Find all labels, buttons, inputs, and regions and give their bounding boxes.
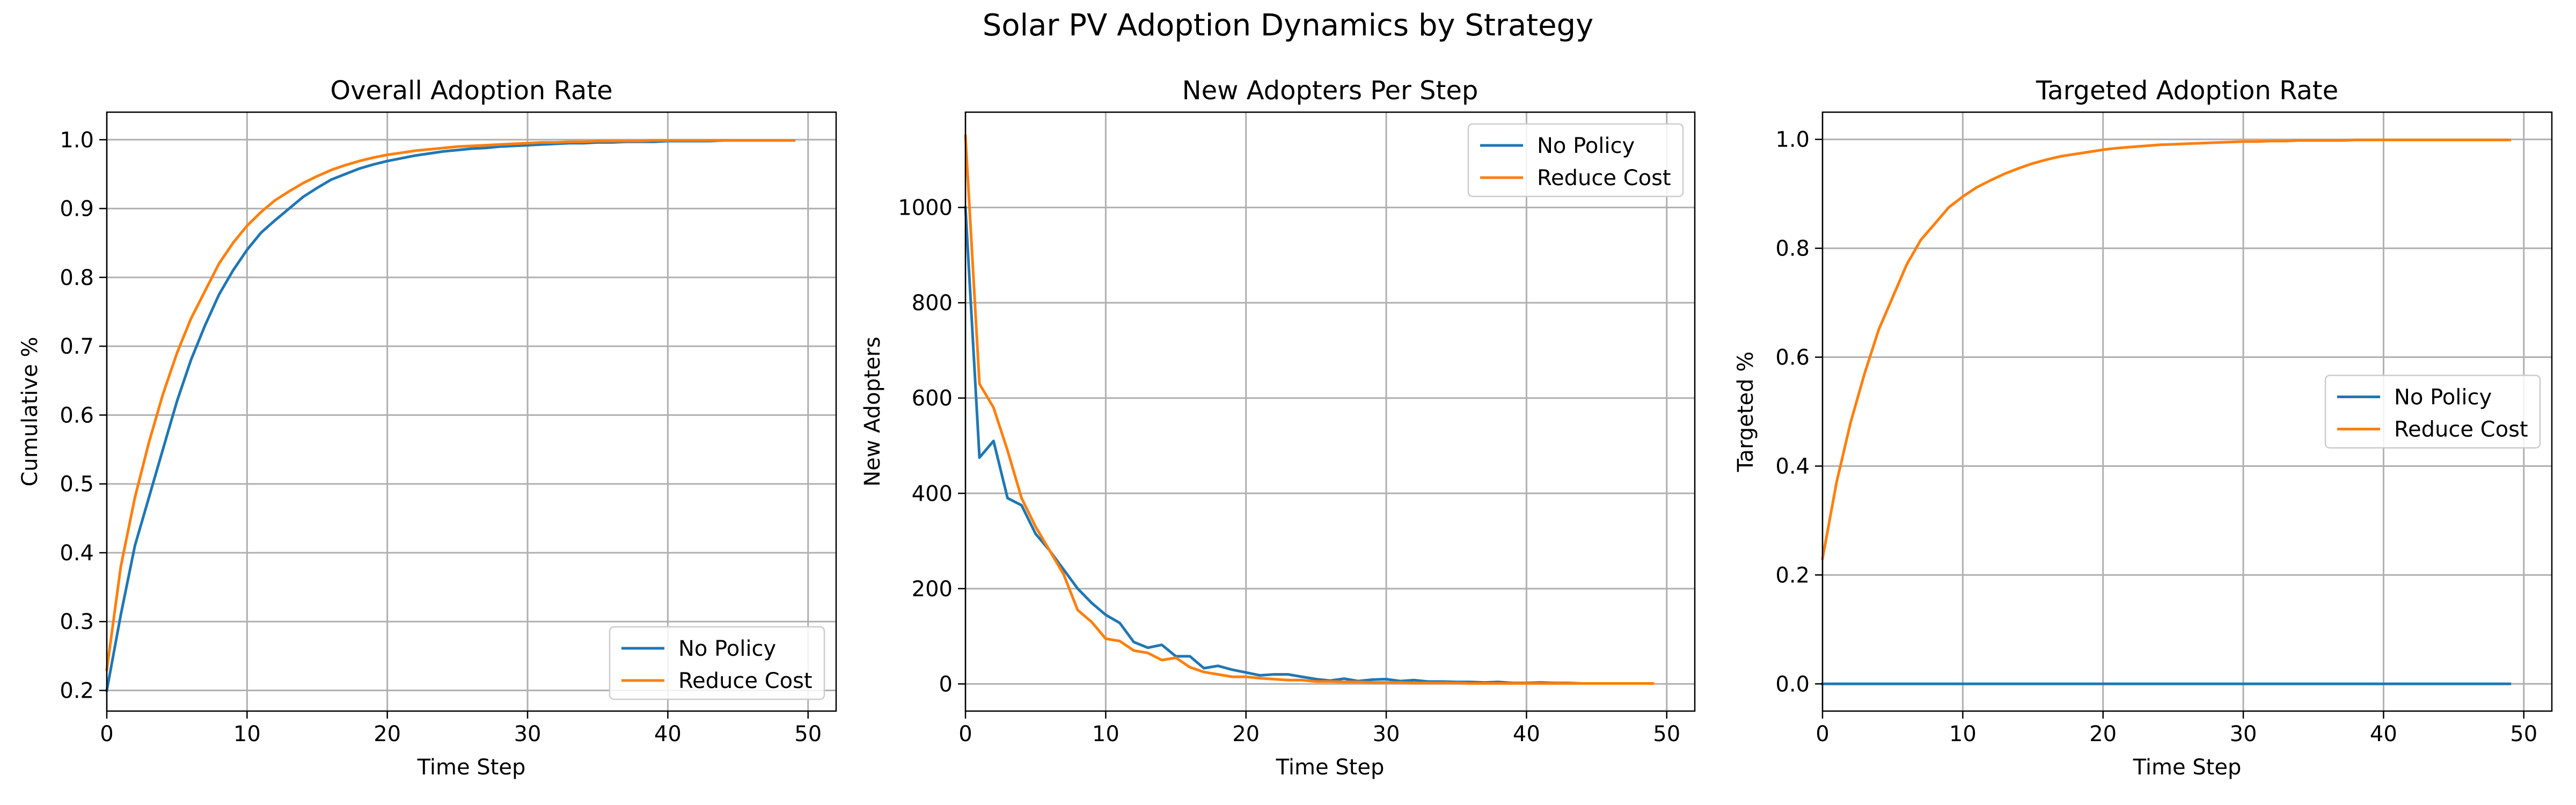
figure-title: Solar PV Adoption Dynamics by Strategy (983, 8, 1594, 43)
y-axis-label: Cumulative % (18, 336, 42, 486)
y-tick-label: 400 (912, 481, 953, 506)
y-tick-label: 0.6 (1775, 346, 1810, 370)
x-tick-label: 40 (2370, 722, 2397, 747)
y-tick-label: 0.9 (60, 197, 94, 222)
legend-label: No Policy (1537, 134, 1635, 158)
y-axis-label: New Adopters (860, 336, 885, 486)
x-tick-label: 50 (1653, 722, 1680, 747)
y-axis-label: Targeted % (1733, 352, 1758, 472)
y-tick-label: 0.6 (60, 403, 94, 428)
x-tick-label: 20 (1232, 722, 1260, 747)
chart-panel-3: 0 10 20 30 40 50 0.0 0.2 0.4 0.6 0.8 1.0 Targeted Ad… (1733, 76, 2553, 780)
x-tick-label: 40 (1513, 722, 1540, 747)
x-axis-label: Time Step (417, 755, 526, 780)
x-tick-label: 0 (100, 722, 113, 747)
legend-label: No Policy (678, 636, 776, 661)
series-line-no-policy (964, 206, 1655, 685)
x-tick-label: 20 (2089, 722, 2117, 747)
x-tick-label: 40 (654, 722, 682, 747)
y-tick-label: 600 (912, 386, 953, 411)
chart-panel-1: 0 10 20 30 40 50 0.2 0.3 0.4 0.5 0.6 0.7 0.8 0.9 1.0 Ov… (18, 76, 837, 780)
x-tick-label: 50 (794, 722, 822, 747)
y-tick-label: 1000 (898, 196, 953, 221)
x-tick-label: 30 (1373, 722, 1400, 747)
y-tick-label: 0 (939, 672, 953, 697)
y-tick-label: 0.5 (60, 472, 94, 497)
legend-label: Reduce Cost (1537, 166, 1671, 191)
x-tick-label: 10 (1092, 722, 1119, 747)
legend-label: Reduce Cost (2394, 418, 2528, 442)
legend: No Policy Reduce Cost (1467, 123, 1684, 197)
y-tick-label: 800 (912, 291, 953, 316)
axes-frame (106, 111, 837, 712)
x-tick-label: 10 (1949, 722, 1977, 747)
y-tick-label: 1.0 (60, 128, 94, 152)
y-tick-label: 0.4 (1775, 454, 1810, 479)
series-line-reduce-cost (1821, 138, 2512, 560)
x-tick-label: 50 (2510, 722, 2537, 747)
x-tick-label: 0 (1816, 722, 1829, 747)
x-tick-label: 20 (374, 722, 401, 747)
chart-title: Overall Adoption Rate (330, 76, 612, 106)
legend: No Policy Reduce Cost (2324, 375, 2541, 449)
x-tick-label: 10 (233, 722, 261, 747)
axes-frame (1821, 111, 2553, 712)
y-tick-label: 0.8 (60, 266, 94, 290)
legend: No Policy Reduce Cost (609, 626, 825, 700)
axes-frame (964, 111, 1696, 712)
x-tick-label: 30 (514, 722, 541, 747)
y-tick-label: 0.7 (60, 334, 94, 359)
y-tick-label: 1.0 (1775, 128, 1810, 152)
x-axis-label: Time Step (2133, 755, 2242, 780)
y-tick-label: 0.2 (60, 679, 94, 704)
series-line-reduce-cost (964, 134, 1655, 685)
y-tick-label: 0.3 (60, 610, 94, 634)
x-tick-label: 30 (2230, 722, 2257, 747)
x-tick-label: 0 (958, 722, 972, 747)
y-tick-label: 200 (912, 577, 953, 602)
x-axis-label: Time Step (1276, 755, 1385, 780)
y-tick-label: 0.4 (60, 541, 94, 566)
legend-label: No Policy (2394, 385, 2492, 410)
y-tick-label: 0.2 (1775, 563, 1810, 588)
legend-label: Reduce Cost (678, 669, 813, 693)
series-line-reduce-cost (105, 139, 796, 671)
chart-panel-2: 0 10 20 30 40 50 0 200 400 600 800 1000 New Adopters… (860, 76, 1696, 780)
y-tick-label: 0.8 (1775, 237, 1810, 261)
chart-title: New Adopters Per Step (1182, 76, 1479, 106)
chart-title: Targeted Adoption Rate (2036, 76, 2338, 106)
y-tick-label: 0.0 (1775, 672, 1810, 697)
